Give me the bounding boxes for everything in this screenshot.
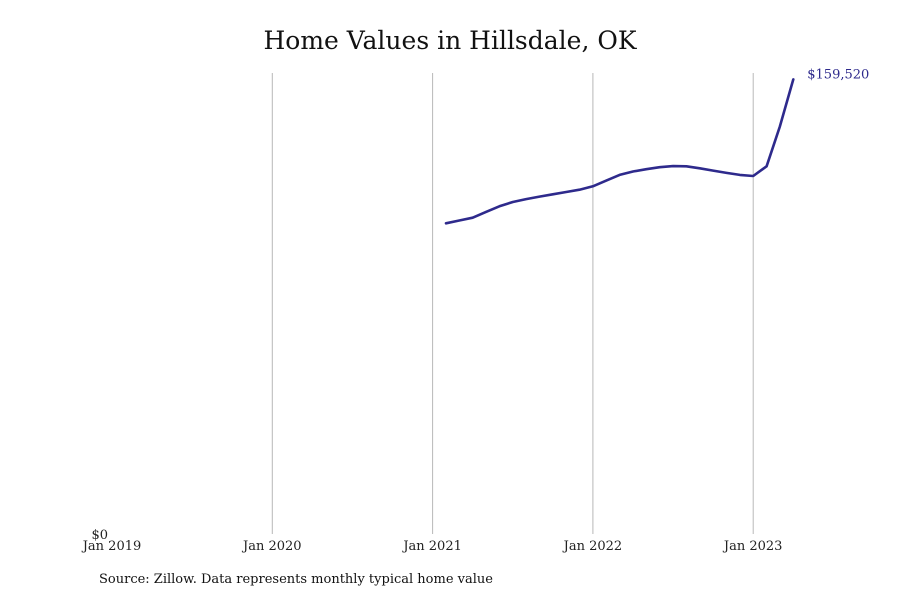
x-tick-label: Jan 2020	[241, 539, 302, 554]
x-axis-ticks: Jan 2019 Jan 2020 Jan 2021 Jan 2022 Jan 2023	[81, 539, 783, 554]
series-line	[444, 78, 795, 225]
end-value-label: $159,520	[807, 67, 869, 82]
x-tick-label: Jan 2021	[401, 539, 462, 554]
chart-title: Home Values in Hillsdale, OK	[263, 26, 637, 55]
x-tick-label: Jan 2023	[722, 539, 783, 554]
y-axis-ticks: $0	[91, 528, 108, 543]
y-tick-label: $0	[91, 528, 108, 543]
x-tick-label: Jan 2019	[81, 539, 142, 554]
gridlines	[271, 73, 754, 534]
series: $159,520	[444, 67, 869, 225]
source-note: Source: Zillow. Data represents monthly …	[99, 572, 493, 587]
x-tick-label: Jan 2022	[562, 539, 623, 554]
